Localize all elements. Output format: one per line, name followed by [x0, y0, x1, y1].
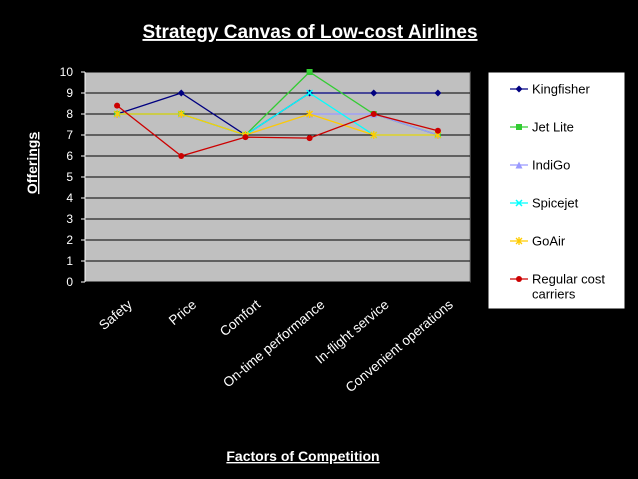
y-tick-label: 8 — [66, 107, 73, 121]
y-tick-label: 7 — [66, 128, 73, 142]
data-point — [178, 153, 185, 159]
y-axis-title: Offerings — [24, 132, 40, 194]
legend-marker — [515, 85, 523, 93]
legend-label: Kingfisher — [532, 82, 590, 97]
legend-item: Spicejet — [510, 196, 579, 211]
y-tick-label: 1 — [66, 254, 73, 268]
legend-marker — [515, 161, 523, 169]
legend-label: Spicejet — [532, 196, 579, 211]
data-point — [177, 89, 185, 97]
legend-item: Kingfisher — [510, 82, 590, 97]
legend-item: Regular cost carriers — [510, 272, 605, 302]
data-point — [113, 110, 121, 118]
legend-marker — [515, 237, 523, 245]
data-point — [434, 127, 441, 134]
series-lines — [113, 69, 442, 159]
data-point — [306, 89, 314, 97]
x-tick-label: Comfort — [217, 297, 264, 340]
y-tick-label: 9 — [66, 86, 73, 100]
legend-marker — [515, 199, 523, 207]
data-point — [306, 135, 313, 142]
legend-label: IndiGo — [532, 158, 570, 173]
data-point — [242, 134, 249, 141]
legend-item: IndiGo — [510, 158, 570, 173]
data-point — [370, 89, 378, 97]
series-line — [117, 113, 438, 136]
x-tick-label: Convenient operations — [343, 297, 456, 395]
legend-item: Jet Lite — [510, 120, 574, 135]
y-tick-label: 3 — [66, 212, 73, 226]
y-tick-label: 10 — [60, 65, 74, 79]
y-tick-label: 5 — [66, 170, 73, 184]
legend: Kingfisher Jet Lite IndiGo Spicejet GoAir Reg… — [487, 71, 626, 310]
legend-label: GoAir — [532, 234, 566, 249]
data-point — [370, 131, 378, 139]
data-point — [370, 111, 377, 117]
legend-box — [487, 71, 626, 310]
data-point — [114, 102, 121, 109]
legend-item: GoAir — [510, 234, 566, 249]
series-line — [116, 105, 439, 157]
y-tick-label: 4 — [66, 191, 73, 205]
y-tick-label: 2 — [66, 233, 73, 247]
data-point — [306, 69, 313, 75]
y-tick-labels: 0 1 2 3 4 5 6 7 8 9 10 — [60, 65, 74, 289]
y-tick-label: 6 — [66, 149, 73, 163]
legend-label: Jet Lite — [532, 120, 574, 135]
data-point — [434, 89, 442, 97]
legend-marker — [516, 276, 522, 282]
legend-marker — [516, 124, 522, 130]
data-point — [306, 110, 314, 118]
y-tick-label: 0 — [66, 275, 73, 289]
series-5 — [114, 102, 441, 159]
chart-title: Strategy Canvas of Low-cost Airlines — [142, 22, 477, 43]
legend-label: Regular cost carriers — [532, 272, 605, 302]
data-point — [177, 110, 185, 118]
x-tick-label: Price — [166, 297, 199, 328]
x-tick-label: Safety — [96, 297, 135, 333]
x-axis-title: Factors of Competition — [226, 448, 379, 464]
